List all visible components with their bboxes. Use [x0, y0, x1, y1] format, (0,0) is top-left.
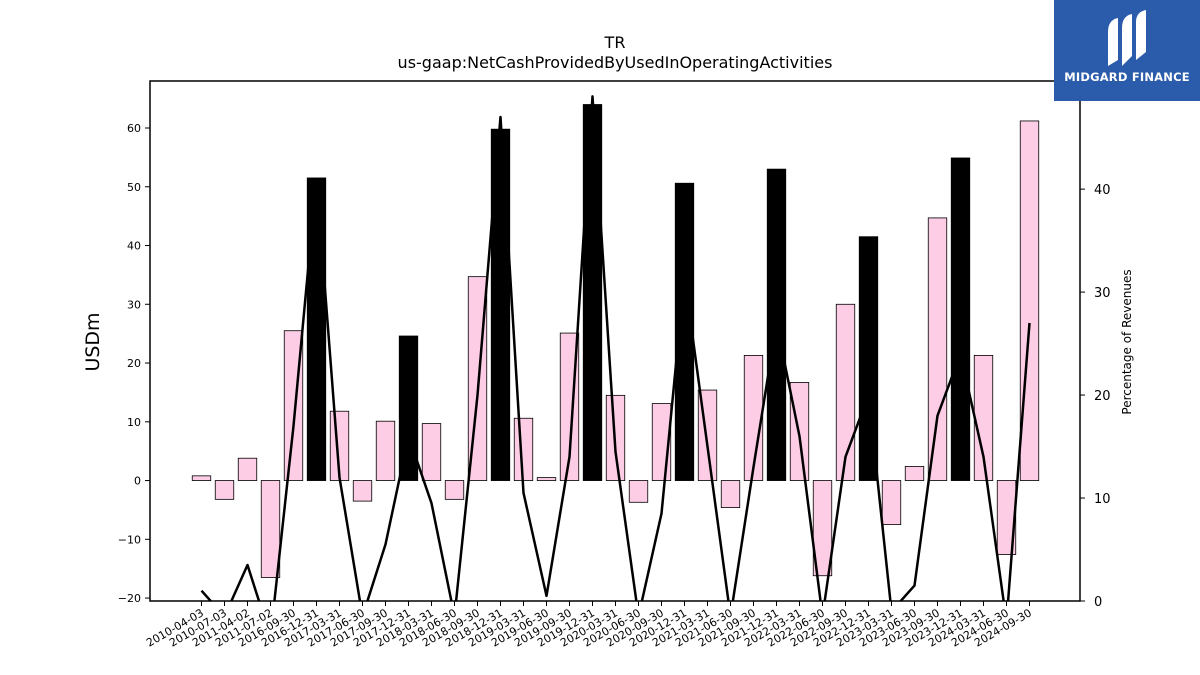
bar-series: [191, 104, 1040, 578]
y2-tick-label: 40: [1094, 183, 1111, 198]
bar-2010-07-03: [214, 480, 235, 500]
bar-2011-04-02: [237, 457, 258, 481]
y-axis-right: 0 10 20 30 40: [1080, 183, 1111, 610]
bar-2023-12-31: [950, 157, 971, 481]
chart-title: TR: [604, 33, 626, 52]
bar-2023-09-30: [927, 217, 948, 481]
bar-2017-06-30: [352, 480, 373, 502]
bar-2022-09-30: [835, 303, 856, 481]
y2-tick-label: 0: [1094, 595, 1102, 610]
bar-2016-12-31: [306, 177, 327, 481]
bar-2018-03-31: [421, 423, 442, 481]
bar-2019-06-30: [536, 477, 557, 481]
y2-axis-label: Percentage of Revenues: [1120, 269, 1134, 414]
bar-2022-06-30: [812, 480, 833, 577]
bar-2021-09-30: [743, 354, 764, 481]
plot-frame: [149, 80, 1081, 602]
y-tick-label: 60: [127, 122, 141, 135]
y-tick-label: 0: [134, 475, 141, 488]
bar-2017-12-31: [398, 335, 419, 481]
midgard-m-icon: [1108, 10, 1146, 66]
x-axis: 2010-04-032010-07-032011-04-022011-07-02…: [144, 601, 1034, 650]
y-tick-label: 20: [127, 357, 141, 370]
y2-tick-label: 20: [1094, 389, 1111, 404]
y2-tick-label: 30: [1094, 286, 1111, 301]
bar-2023-03-31: [881, 480, 902, 526]
y-tick-label: 50: [127, 181, 141, 194]
percentage-line: [200, 95, 1031, 601]
y-axis-label: USDm: [82, 312, 104, 371]
bar-2017-09-30: [375, 420, 396, 481]
bar-2010-04-03: [191, 475, 212, 481]
bar-2021-06-30: [720, 480, 741, 508]
y-tick-label: 30: [127, 298, 141, 311]
y-tick-label: −20: [118, 592, 141, 605]
bar-2018-06-30: [444, 480, 465, 500]
y-axis-left: −20 −10 0 10 20 30 40 50 60: [118, 122, 150, 605]
bar-2022-12-31: [858, 236, 879, 481]
bar-2011-07-02: [260, 480, 281, 578]
y-tick-label: 10: [127, 416, 141, 429]
bar-2019-12-31: [582, 104, 603, 481]
brand-logo: MIDGARD FINANCE: [1054, 0, 1200, 101]
y-tick-label: −10: [118, 533, 141, 546]
bar-2020-12-31: [674, 182, 695, 481]
brand-name: MIDGARD FINANCE: [1064, 70, 1190, 84]
chart-subtitle: us-gaap:NetCashProvidedByUsedInOperating…: [398, 53, 833, 72]
bar-2023-06-30: [904, 466, 925, 481]
bar-2024-09-30: [1019, 120, 1040, 481]
bar-2020-06-30: [628, 480, 649, 503]
bar-2019-03-31: [513, 417, 534, 481]
y2-tick-label: 10: [1094, 492, 1111, 507]
y-tick-label: 40: [127, 240, 141, 253]
plot-area: [191, 95, 1040, 601]
